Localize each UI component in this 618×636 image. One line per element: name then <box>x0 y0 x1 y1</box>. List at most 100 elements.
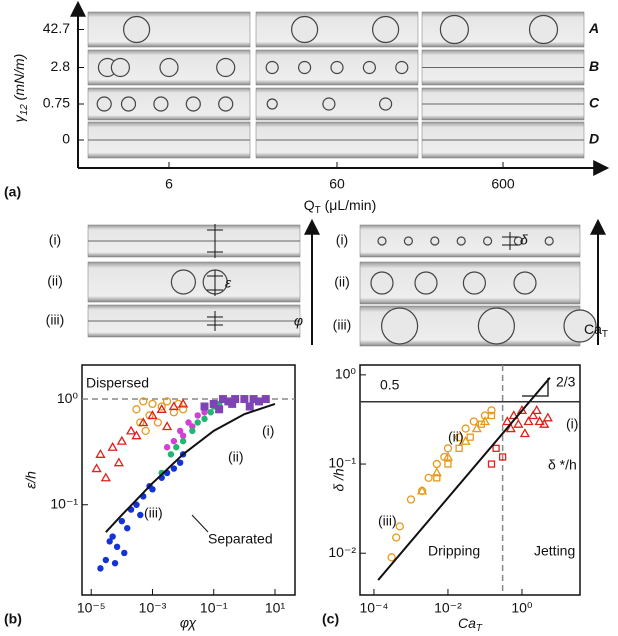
droplet <box>123 15 151 44</box>
point <box>527 410 539 420</box>
droplet <box>483 236 493 246</box>
row-label: (ii) <box>334 274 350 290</box>
point <box>189 427 196 435</box>
droplet <box>513 271 537 295</box>
droplet <box>528 14 559 45</box>
point <box>137 511 144 519</box>
point <box>431 467 442 477</box>
point <box>461 424 470 433</box>
point <box>124 524 131 532</box>
symbol: ε <box>225 275 232 291</box>
arrow-label-part: T <box>602 329 608 340</box>
annotation: Dispersed <box>86 375 149 391</box>
point <box>148 399 157 409</box>
point <box>116 435 127 445</box>
point <box>118 517 126 525</box>
y-tick-label: 2.8 <box>51 58 71 74</box>
y-axis-label-part: 12 <box>19 104 30 116</box>
x-axis-label-part: Q <box>304 197 315 213</box>
point <box>477 420 486 428</box>
image-cell <box>87 11 251 48</box>
droplet <box>96 96 112 112</box>
x-tick-label: 10⁻⁵ <box>77 600 106 616</box>
point <box>139 397 148 406</box>
point <box>466 433 474 441</box>
point <box>170 465 178 472</box>
droplet <box>462 271 486 295</box>
point <box>523 416 534 426</box>
point <box>487 460 496 468</box>
x-tick-label: 10⁻¹ <box>200 600 228 616</box>
arrow-label-part: Ca <box>584 321 602 337</box>
droplet <box>216 57 236 78</box>
reference-label: 0.5 <box>380 376 400 392</box>
point <box>433 474 441 482</box>
annotation: (ii) <box>228 449 244 465</box>
point <box>539 418 550 428</box>
point <box>254 397 263 406</box>
droplet <box>439 14 469 45</box>
droplet <box>381 307 419 345</box>
x-tick-label: 10⁻⁴ <box>359 600 388 616</box>
x-axis-label-part: (μL/min) <box>321 197 377 213</box>
y-tick-label: 0 <box>62 131 70 147</box>
point <box>231 395 240 404</box>
droplet <box>430 236 440 246</box>
point <box>156 403 167 413</box>
annotation: (iii) <box>378 513 397 529</box>
point <box>218 395 227 404</box>
x-axis-label: φχ <box>180 615 197 631</box>
x-axis-label-part: Ca <box>458 615 476 631</box>
point <box>201 409 208 416</box>
point <box>162 397 172 406</box>
point <box>432 459 441 469</box>
droplet <box>513 236 524 246</box>
y-axis-label-part: γ <box>11 114 27 122</box>
x-tick-label: 10⁻³ <box>139 600 167 616</box>
point <box>487 406 496 415</box>
point <box>469 417 478 426</box>
point <box>492 444 500 452</box>
point <box>169 408 179 417</box>
point <box>249 395 258 404</box>
droplet <box>265 60 279 75</box>
point <box>200 402 209 411</box>
y-axis-label: δ /h <box>331 468 347 492</box>
point <box>131 430 142 440</box>
point <box>161 421 173 431</box>
x-tick-label: 10⁻² <box>434 600 462 616</box>
point <box>531 405 542 414</box>
symbol: δ <box>520 232 528 248</box>
point <box>442 451 454 461</box>
point <box>215 405 224 414</box>
fit-line <box>105 402 276 533</box>
y-tick-label: 10⁻¹ <box>328 455 356 471</box>
droplet <box>153 96 169 112</box>
point <box>189 423 196 430</box>
y-tick-label: 10⁰ <box>57 390 79 406</box>
point <box>471 423 482 433</box>
droplet <box>330 60 344 75</box>
point <box>153 418 163 427</box>
point <box>505 423 516 433</box>
point <box>109 533 116 540</box>
point <box>179 432 187 439</box>
image-cell <box>359 224 581 258</box>
point <box>406 495 416 504</box>
point <box>100 472 111 482</box>
point <box>141 426 150 436</box>
point <box>209 399 218 408</box>
point <box>519 428 531 438</box>
row-label: C <box>589 95 600 111</box>
droplet <box>110 57 131 78</box>
annotation: δ */h <box>548 457 577 473</box>
point <box>487 411 496 420</box>
droplet <box>414 271 438 295</box>
panel-label: (a) <box>4 184 21 200</box>
point <box>167 451 175 458</box>
droplet <box>159 57 179 78</box>
annotation: Jetting <box>534 543 575 559</box>
y-tick-label: 42.7 <box>43 20 70 36</box>
slope-triangle <box>522 378 549 397</box>
point <box>454 433 464 442</box>
